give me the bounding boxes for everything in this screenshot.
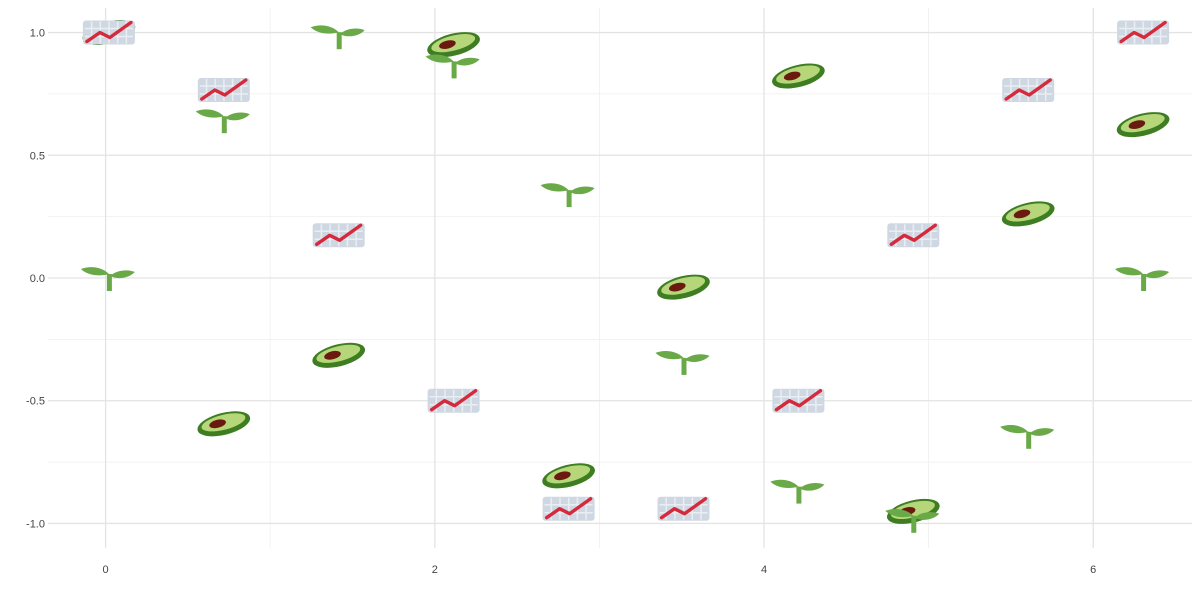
avocado-icon — [542, 463, 595, 489]
seedling-icon — [195, 109, 250, 134]
plot-markers — [80, 19, 1170, 533]
seedling-icon — [80, 267, 135, 291]
avocado-icon — [1116, 112, 1170, 138]
seedling-icon — [770, 479, 825, 504]
seedling-icon — [655, 351, 710, 375]
seedling-icon — [425, 54, 480, 79]
chart-increasing-icon — [1117, 20, 1170, 45]
grid — [48, 8, 1192, 548]
y-tick-label: 0.5 — [30, 150, 45, 162]
avocado-icon — [772, 63, 825, 89]
y-tick-label: -0.5 — [26, 396, 45, 408]
x-tick-label: 6 — [1090, 564, 1096, 576]
x-tick-label: 2 — [432, 564, 438, 576]
chart-increasing-icon — [772, 388, 825, 413]
chart-increasing-icon — [427, 388, 480, 413]
y-tick-label: -1.0 — [26, 518, 45, 530]
axes: 0 2 4 6 -1.0 -0.5 0.0 0.5 1.0 — [26, 28, 1096, 576]
chart-increasing-icon — [312, 223, 365, 248]
seedling-icon — [540, 183, 595, 208]
avocado-icon — [197, 411, 251, 437]
chart-increasing-icon — [197, 78, 250, 102]
seedling-icon — [1115, 267, 1170, 291]
avocado-icon — [1001, 201, 1055, 227]
seedling-icon — [1000, 424, 1055, 449]
seedling-icon — [310, 25, 365, 50]
chart-increasing-icon — [657, 496, 710, 521]
x-tick-label: 0 — [103, 564, 109, 576]
y-tick-label: 0.0 — [30, 273, 45, 285]
seedling-icon — [885, 508, 940, 533]
chart-increasing-icon — [1002, 78, 1055, 102]
avocado-icon — [427, 32, 480, 58]
avocado-icon — [312, 342, 366, 368]
chart-increasing-icon — [542, 496, 595, 521]
x-tick-label: 4 — [761, 564, 767, 576]
chart-increasing-icon — [82, 20, 135, 45]
avocado-icon — [657, 274, 710, 300]
y-tick-label: 1.0 — [30, 28, 45, 40]
chart-increasing-icon — [887, 223, 940, 248]
